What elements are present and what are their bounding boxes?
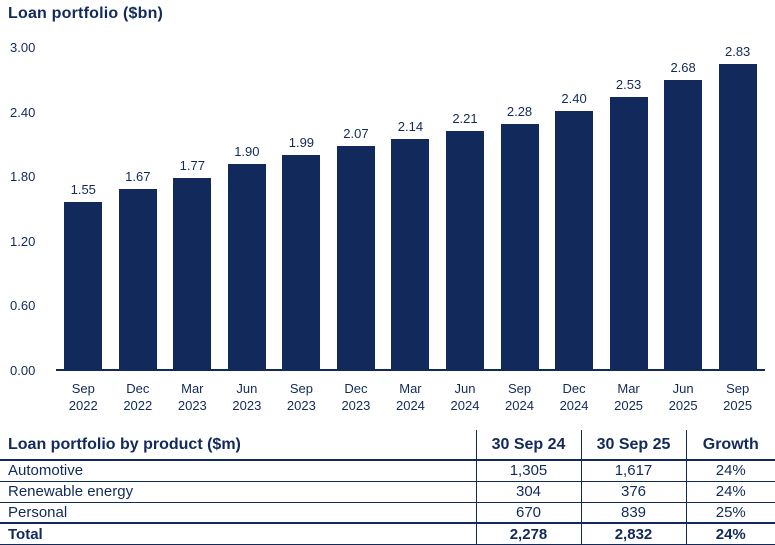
- y-tick-label: 2.40: [10, 104, 36, 120]
- table-body: Automotive 1,305 1,617 24% Renewable energy 3…: [0, 460, 775, 545]
- x-tick-label: Sep 2023: [286, 381, 316, 413]
- value-cell: 25%: [685, 502, 775, 524]
- bar: [718, 64, 757, 369]
- bar-value-label: 1.99: [288, 135, 315, 150]
- bar-value-label: 1.55: [70, 182, 96, 197]
- bar-value-label: 2.83: [724, 44, 751, 59]
- bar: [609, 97, 648, 369]
- x-tick-label: Mar 2025: [614, 381, 644, 413]
- bar-slot: 2.53: [601, 48, 656, 369]
- bar-slot: 1.90: [220, 48, 275, 369]
- bar: [336, 146, 375, 369]
- y-tick-label: 1.80: [10, 169, 36, 185]
- value-cell: 376: [580, 481, 686, 503]
- value-cell: 24%: [685, 522, 775, 545]
- bar-value-label: 2.40: [561, 91, 587, 106]
- bar: [500, 124, 539, 369]
- value-cell: 2,278: [475, 522, 581, 545]
- bar: [173, 178, 212, 369]
- value-cell: 24%: [685, 481, 775, 503]
- bar-slot: 2.07: [329, 48, 384, 369]
- y-tick-label: 0.60: [10, 298, 36, 314]
- bar: [282, 155, 321, 369]
- value-cell: 304: [475, 481, 581, 503]
- bar-value-label: 1.77: [179, 158, 205, 173]
- product-cell: Renewable energy: [0, 481, 476, 503]
- bar-value-label: 2.21: [452, 111, 478, 126]
- y-tick-label: 3.00: [10, 40, 36, 55]
- value-cell: 839: [580, 502, 686, 524]
- table-header-sep25: 30 Sep 25: [580, 430, 686, 461]
- table-header-product: Loan portfolio by product ($m): [0, 430, 476, 461]
- product-cell: Personal: [0, 502, 476, 524]
- x-tick-label: Mar 2023: [177, 381, 207, 413]
- table-total-row: Total 2,278 2,832 24%: [0, 522, 775, 545]
- product-cell: Automotive: [0, 460, 476, 482]
- bar-value-label: 2.28: [506, 104, 533, 119]
- x-tick-label: Sep 2022: [68, 381, 98, 413]
- x-tick-label: Mar 2024: [395, 381, 425, 413]
- bar-slot: 1.67: [111, 48, 166, 369]
- bar-slot: 2.28: [492, 48, 547, 369]
- product-cell: Total: [0, 522, 476, 545]
- x-tick-label: Dec 2024: [559, 381, 589, 413]
- x-tick-label: Dec 2023: [341, 381, 371, 413]
- value-cell: 2,832: [580, 522, 686, 545]
- bar-slot: 2.21: [438, 48, 493, 369]
- x-axis: Sep 2022 Dec 2022 Mar 2023 Jun 2023 Sep 2023 Dec 20…: [56, 380, 765, 414]
- bar-value-label: 1.90: [234, 144, 260, 159]
- value-cell: 24%: [685, 460, 775, 482]
- value-cell: 1,305: [475, 460, 581, 482]
- value-cell: 1,617: [580, 460, 686, 482]
- bar-value-label: 2.53: [615, 77, 642, 92]
- value-cell: 670: [475, 502, 581, 524]
- table-header-growth: Growth: [685, 430, 775, 461]
- bar: [118, 189, 157, 369]
- bar-slot: 2.40: [547, 48, 602, 369]
- y-tick-label: 1.20: [10, 233, 36, 249]
- bar: [227, 164, 266, 369]
- bar-slot: 1.55: [56, 48, 111, 369]
- bar-slot: 2.14: [383, 48, 438, 369]
- bar-slot: 1.99: [274, 48, 329, 369]
- x-tick-label: Dec 2022: [123, 381, 153, 413]
- bar: [555, 111, 594, 369]
- table-row: Renewable energy 304 376 24%: [0, 481, 775, 503]
- x-tick-label: Jun 2025: [668, 381, 698, 413]
- bar-value-label: 2.14: [397, 119, 424, 134]
- y-tick-label: 0.00: [10, 363, 36, 378]
- bar-value-label: 1.67: [125, 169, 151, 184]
- loan-portfolio-table: Loan portfolio by product ($m) 30 Sep 24…: [0, 430, 775, 545]
- bar-slot: 2.68: [656, 48, 711, 369]
- bar: [445, 131, 484, 369]
- table-header-row: Loan portfolio by product ($m) 30 Sep 24…: [0, 430, 775, 461]
- bar: [391, 139, 430, 369]
- table-header-sep24: 30 Sep 24: [475, 430, 581, 461]
- bar: [64, 202, 103, 369]
- table-row: Personal 670 839 25%: [0, 502, 775, 524]
- x-tick-label: Sep 2024: [505, 381, 534, 413]
- table-row: Automotive 1,305 1,617 24%: [0, 460, 775, 482]
- x-tick-label: Jun 2024: [450, 381, 480, 413]
- bar: [664, 80, 703, 369]
- bar-value-label: 2.68: [670, 60, 696, 75]
- bar-value-label: 2.07: [343, 126, 369, 141]
- x-tick-label: Jun 2023: [232, 381, 262, 413]
- plot-area: 1.55 1.67 1.77 1.90 1.99 2.07 2.14 2.21 2.28 2.40…: [56, 44, 765, 371]
- chart-title: Loan portfolio ($bn): [8, 5, 164, 22]
- x-tick-label: Sep 2025: [723, 381, 753, 413]
- bar-slot: 2.83: [710, 44, 765, 369]
- bar-slot: 1.77: [165, 48, 220, 369]
